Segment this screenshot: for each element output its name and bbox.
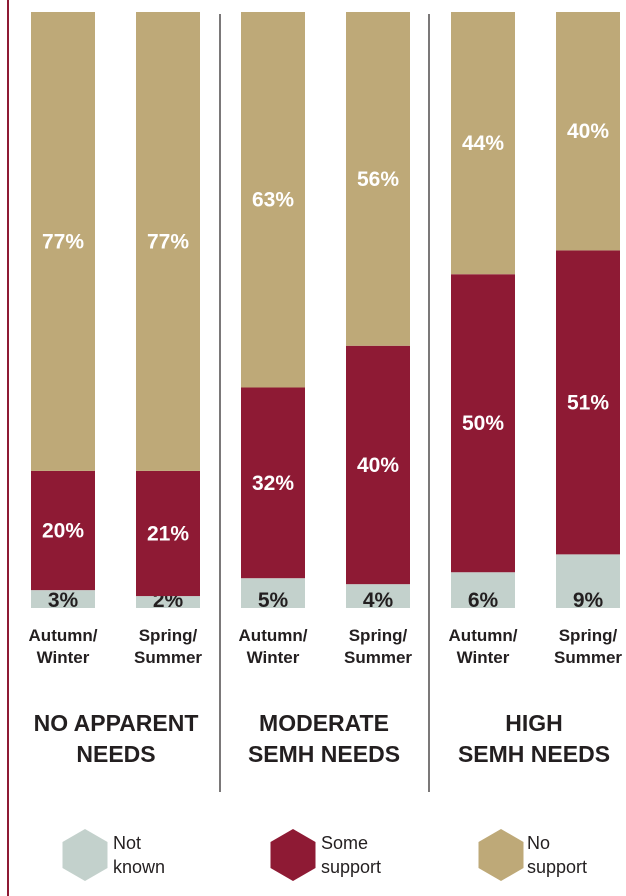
group-label: NO APPARENT NEEDS xyxy=(34,710,199,767)
value-label-some-support: 51% xyxy=(567,391,609,414)
value-label-some-support: 20% xyxy=(42,520,84,543)
bar-segment-no-support xyxy=(556,12,620,251)
value-label-no-support: 56% xyxy=(357,168,399,191)
value-label-not-known: 9% xyxy=(573,589,604,612)
legend-swatch-not-known xyxy=(62,829,108,881)
bar-segment-no-support xyxy=(136,12,200,471)
bar-segment-some-support xyxy=(346,345,410,585)
category-labels: Autumn/Winter Spring/Summer Autumn/Winter S… xyxy=(29,626,623,667)
value-label-some-support: 50% xyxy=(462,412,504,435)
bar-segment-some-support xyxy=(31,470,95,591)
category-label: Autumn/Winter xyxy=(449,626,518,667)
value-label-not-known: 3% xyxy=(48,589,79,612)
group-label: MODERATE SEMH NEEDS xyxy=(248,710,400,767)
legend-label-some-support: Some support xyxy=(321,833,381,877)
value-label-not-known: 6% xyxy=(468,589,499,612)
value-label-not-known: 4% xyxy=(363,589,394,612)
bar-segment-no-support xyxy=(31,12,95,471)
bar-segment-some-support xyxy=(451,274,515,573)
group-dividers xyxy=(219,14,430,792)
bar-segment-some-support xyxy=(241,387,305,579)
bar-segment-not-known xyxy=(346,584,410,608)
bar-segment-no-support xyxy=(451,12,515,275)
category-label: Autumn/Winter xyxy=(29,626,98,667)
bars: 3%20%77%2%21%77%5%32%63%4%40%56%6%50%44%… xyxy=(31,12,620,612)
value-label-some-support: 21% xyxy=(147,523,189,546)
legend: Not known Some support No support xyxy=(62,829,587,881)
bar-segment-not-known xyxy=(451,572,515,608)
bar-segment-not-known xyxy=(556,554,620,608)
category-label: Autumn/Winter xyxy=(239,626,308,667)
value-label-no-support: 40% xyxy=(567,120,609,143)
group-labels: NO APPARENT NEEDS MODERATE SEMH NEEDS HIGH SE… xyxy=(34,710,610,767)
bar-segment-no-support xyxy=(346,12,410,346)
legend-swatch-no-support xyxy=(478,829,524,881)
value-label-no-support: 63% xyxy=(252,189,294,212)
bar-segment-some-support xyxy=(136,470,200,597)
category-label: Spring/Summer xyxy=(554,626,622,667)
value-label-no-support: 77% xyxy=(42,230,84,253)
value-label-some-support: 32% xyxy=(252,472,294,495)
bar-segment-not-known xyxy=(136,596,200,608)
bar-segment-not-known xyxy=(241,578,305,608)
bar-segment-some-support xyxy=(556,250,620,555)
category-label: Spring/Summer xyxy=(344,626,412,667)
legend-label-no-support: No support xyxy=(527,833,587,877)
category-label: Spring/Summer xyxy=(134,626,202,667)
value-label-no-support: 44% xyxy=(462,132,504,155)
bar-segment-not-known xyxy=(31,590,95,608)
value-label-some-support: 40% xyxy=(357,454,399,477)
bar-segment-no-support xyxy=(241,12,305,388)
group-label: HIGH SEMH NEEDS xyxy=(458,710,610,767)
legend-swatch-some-support xyxy=(270,829,316,881)
value-label-no-support: 77% xyxy=(147,230,189,253)
legend-label-not-known: Not known xyxy=(113,833,165,877)
value-label-not-known: 5% xyxy=(258,589,289,612)
